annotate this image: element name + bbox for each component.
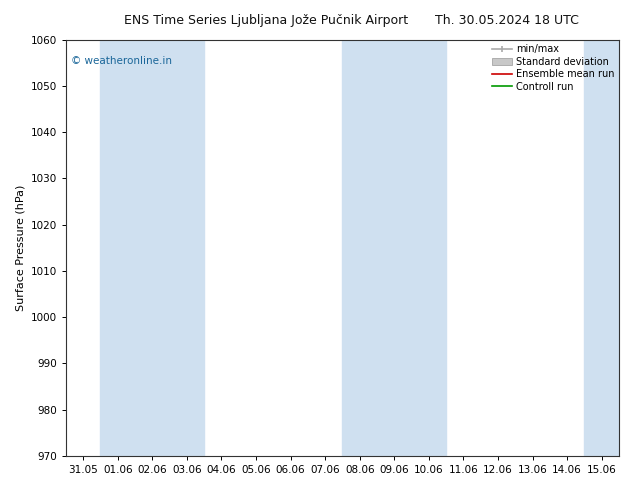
Y-axis label: Surface Pressure (hPa): Surface Pressure (hPa) [15, 185, 25, 311]
Bar [342, 40, 446, 456]
Legend: min/max, Standard deviation, Ensemble mean run, Controll run: min/max, Standard deviation, Ensemble me… [490, 43, 616, 94]
Bar [585, 40, 619, 456]
Text: ENS Time Series Ljubljana Jože Pučnik Airport: ENS Time Series Ljubljana Jože Pučnik Ai… [124, 14, 408, 27]
Text: © weatheronline.in: © weatheronline.in [72, 56, 172, 66]
Text: Th. 30.05.2024 18 UTC: Th. 30.05.2024 18 UTC [436, 14, 579, 27]
Bar [100, 40, 204, 456]
